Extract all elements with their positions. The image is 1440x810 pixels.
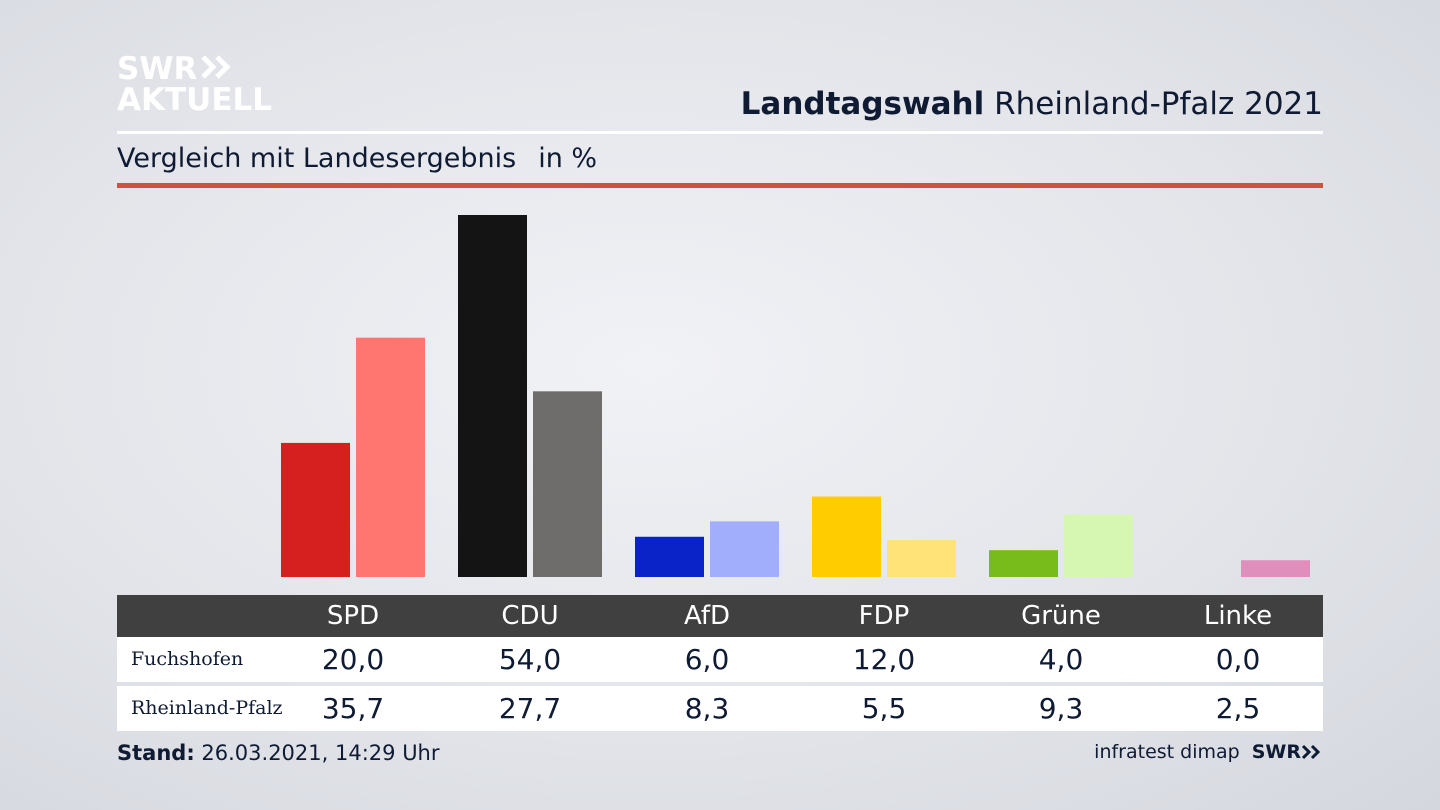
column-header-fdp: FDP xyxy=(858,601,910,631)
column-header-gr-ne: Grüne xyxy=(1021,601,1101,631)
bar-linke-rheinland-pfalz xyxy=(1241,560,1310,577)
bar-gr-ne-fuchshofen xyxy=(989,550,1058,577)
bar-spd-rheinland-pfalz xyxy=(356,337,425,577)
title-divider xyxy=(117,131,1323,134)
timestamp: Stand: 26.03.2021, 14:29 Uhr xyxy=(117,741,440,765)
table-row: Fuchshofen 20,0 54,0 6,0 12,0 4,0 0,0 xyxy=(117,637,1323,682)
bar-fdp-fuchshofen xyxy=(812,496,881,577)
source-credit: infratest dimap SWR xyxy=(1094,741,1323,763)
value-afd: 6,0 xyxy=(684,643,730,676)
footer-swr-logo: SWR xyxy=(1252,741,1323,763)
bar-fdp-rheinland-pfalz xyxy=(887,540,956,577)
column-header-afd: AfD xyxy=(683,601,731,631)
subtitle-text: Vergleich mit Landesergebnis xyxy=(117,143,517,174)
subtitle: Vergleich mit Landesergebnis in % xyxy=(117,143,597,174)
bar-afd-rheinland-pfalz xyxy=(710,521,779,577)
bar-cdu-fuchshofen xyxy=(458,215,527,577)
footer-chevrons-icon xyxy=(1301,744,1321,760)
value-cdu: 27,7 xyxy=(498,692,562,725)
source-text: infratest dimap xyxy=(1094,741,1240,763)
value-spd: 35,7 xyxy=(321,692,385,725)
bar-cdu-rheinland-pfalz xyxy=(533,391,602,577)
value-spd: 20,0 xyxy=(321,643,385,676)
unit-label: in % xyxy=(538,143,598,174)
logo-aktuell-text: AKTUELL xyxy=(117,82,273,118)
bar-afd-fuchshofen xyxy=(635,536,704,577)
subtitle-divider xyxy=(117,183,1323,188)
logo-swr-text: SWR xyxy=(117,51,198,87)
column-header-cdu: CDU xyxy=(501,601,559,631)
table-body: Fuchshofen 20,0 54,0 6,0 12,0 4,0 0,0 Rheinland… xyxy=(117,637,1323,731)
row-label: Rheinland-Pfalz xyxy=(131,697,283,719)
results-table: SPD CDU AfD FDP Grüne Linke Fuchshofen 20,0 54,… xyxy=(117,595,1323,731)
value-fdp: 12,0 xyxy=(852,643,916,676)
value-fdp: 5,5 xyxy=(861,692,907,725)
title-bold: Landtagswahl xyxy=(740,86,985,122)
value-cdu: 54,0 xyxy=(498,643,562,676)
value-linke: 2,5 xyxy=(1215,692,1261,725)
stand-value: 26.03.2021, 14:29 Uhr xyxy=(201,741,440,765)
row-label: Fuchshofen xyxy=(131,648,244,670)
title-rest: Rheinland-Pfalz 2021 xyxy=(994,86,1323,122)
table-row: Rheinland-Pfalz 35,7 27,7 8,3 5,5 9,3 2,5 xyxy=(117,686,1323,731)
page-title: Landtagswahl Rheinland-Pfalz 2021 xyxy=(741,86,1323,122)
logo-chevrons-icon xyxy=(201,54,235,85)
swr-aktuell-logo: SWR AKTUELL xyxy=(117,54,272,116)
value-linke: 0,0 xyxy=(1215,643,1261,676)
bar-spd-fuchshofen xyxy=(281,442,350,577)
table-header: SPD CDU AfD FDP Grüne Linke xyxy=(117,595,1323,637)
value-gr-ne: 4,0 xyxy=(1038,643,1084,676)
footer-logo-text: SWR xyxy=(1251,741,1301,763)
column-header-spd: SPD xyxy=(326,601,380,631)
column-header-linke: Linke xyxy=(1203,601,1273,631)
value-gr-ne: 9,3 xyxy=(1038,692,1084,725)
stand-label: Stand: xyxy=(117,741,195,765)
value-afd: 8,3 xyxy=(684,692,730,725)
bar-gr-ne-rheinland-pfalz xyxy=(1064,514,1133,577)
